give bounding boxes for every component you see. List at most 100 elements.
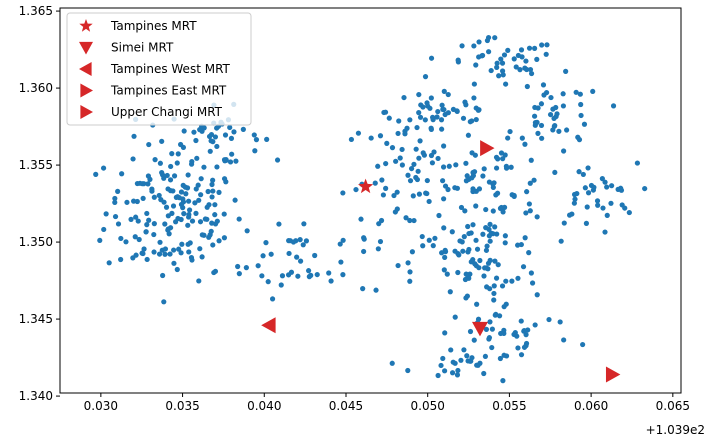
data-point xyxy=(561,148,567,154)
data-point xyxy=(146,217,152,223)
data-point xyxy=(522,141,528,147)
data-point xyxy=(490,181,496,187)
data-point xyxy=(236,216,242,222)
data-point xyxy=(518,352,525,358)
data-point xyxy=(546,316,552,323)
data-point xyxy=(500,72,506,78)
data-point xyxy=(483,326,490,332)
data-point xyxy=(483,247,490,253)
data-point xyxy=(186,207,193,213)
data-point xyxy=(576,169,582,175)
data-point xyxy=(389,360,395,366)
data-point xyxy=(312,252,318,259)
data-point xyxy=(407,178,414,184)
data-point xyxy=(583,220,590,226)
data-point xyxy=(491,283,497,289)
data-point xyxy=(413,174,419,181)
data-point xyxy=(528,157,534,163)
data-point xyxy=(500,68,506,74)
data-point xyxy=(144,222,150,228)
data-point xyxy=(175,151,181,157)
data-point xyxy=(216,189,222,195)
data-point xyxy=(416,91,422,98)
data-point xyxy=(515,242,521,248)
data-point xyxy=(484,243,490,249)
data-point xyxy=(274,157,281,163)
data-point xyxy=(473,203,479,209)
data-point xyxy=(228,135,235,141)
data-point xyxy=(502,152,508,158)
data-point xyxy=(439,126,445,132)
data-point xyxy=(156,192,162,199)
data-point xyxy=(486,49,492,55)
data-point xyxy=(391,192,397,199)
data-point xyxy=(422,117,428,123)
data-point xyxy=(470,257,476,263)
data-point xyxy=(279,273,286,279)
data-point xyxy=(498,56,504,62)
data-point xyxy=(383,185,389,191)
data-point xyxy=(509,278,515,284)
data-point xyxy=(123,239,129,245)
data-point xyxy=(526,201,532,207)
data-point xyxy=(548,94,554,101)
data-point xyxy=(489,344,495,351)
data-point xyxy=(483,206,489,213)
data-point xyxy=(162,246,169,252)
data-point xyxy=(130,156,136,162)
data-point xyxy=(141,246,147,252)
data-point xyxy=(420,243,426,249)
x-tick-label: 0.055 xyxy=(492,399,526,413)
data-point xyxy=(561,220,567,226)
data-point xyxy=(608,200,614,206)
data-point xyxy=(118,235,124,242)
data-point xyxy=(394,206,400,212)
data-point xyxy=(431,149,437,155)
y-tick-label: 1.365 xyxy=(19,4,53,18)
data-point xyxy=(396,118,402,124)
data-point xyxy=(472,261,478,267)
data-point xyxy=(189,218,196,224)
data-point xyxy=(439,102,445,108)
data-point xyxy=(441,88,447,94)
data-point xyxy=(115,221,122,227)
data-point xyxy=(106,260,112,266)
legend-marker xyxy=(79,19,93,32)
data-point xyxy=(295,273,301,279)
data-point xyxy=(259,273,265,279)
data-point xyxy=(466,176,472,182)
data-point xyxy=(463,160,469,166)
stations-layer xyxy=(261,140,621,383)
data-point xyxy=(209,220,215,226)
data-point xyxy=(386,115,392,121)
data-point xyxy=(471,169,478,175)
data-point xyxy=(205,188,211,195)
data-point xyxy=(162,251,168,257)
data-point xyxy=(210,188,216,194)
station-marker xyxy=(480,140,495,157)
data-point xyxy=(303,238,310,244)
data-point xyxy=(473,237,479,243)
data-point xyxy=(207,148,213,154)
data-point xyxy=(461,234,467,240)
data-point xyxy=(487,319,493,325)
legend-label: Simei MRT xyxy=(111,41,174,55)
legend-box xyxy=(66,12,252,126)
data-point xyxy=(115,188,121,194)
data-point xyxy=(501,52,508,58)
data-point xyxy=(164,172,170,179)
station-marker xyxy=(605,366,621,383)
data-point xyxy=(221,176,228,182)
data-point xyxy=(227,124,233,131)
data-point xyxy=(527,208,533,214)
data-point xyxy=(397,155,403,161)
data-point xyxy=(556,128,562,134)
data-point xyxy=(429,160,436,166)
data-point xyxy=(384,140,390,146)
data-point xyxy=(490,231,496,237)
data-point xyxy=(459,43,465,49)
data-point xyxy=(560,103,567,109)
data-point xyxy=(434,114,440,120)
data-point xyxy=(440,178,446,184)
data-point xyxy=(502,240,508,246)
